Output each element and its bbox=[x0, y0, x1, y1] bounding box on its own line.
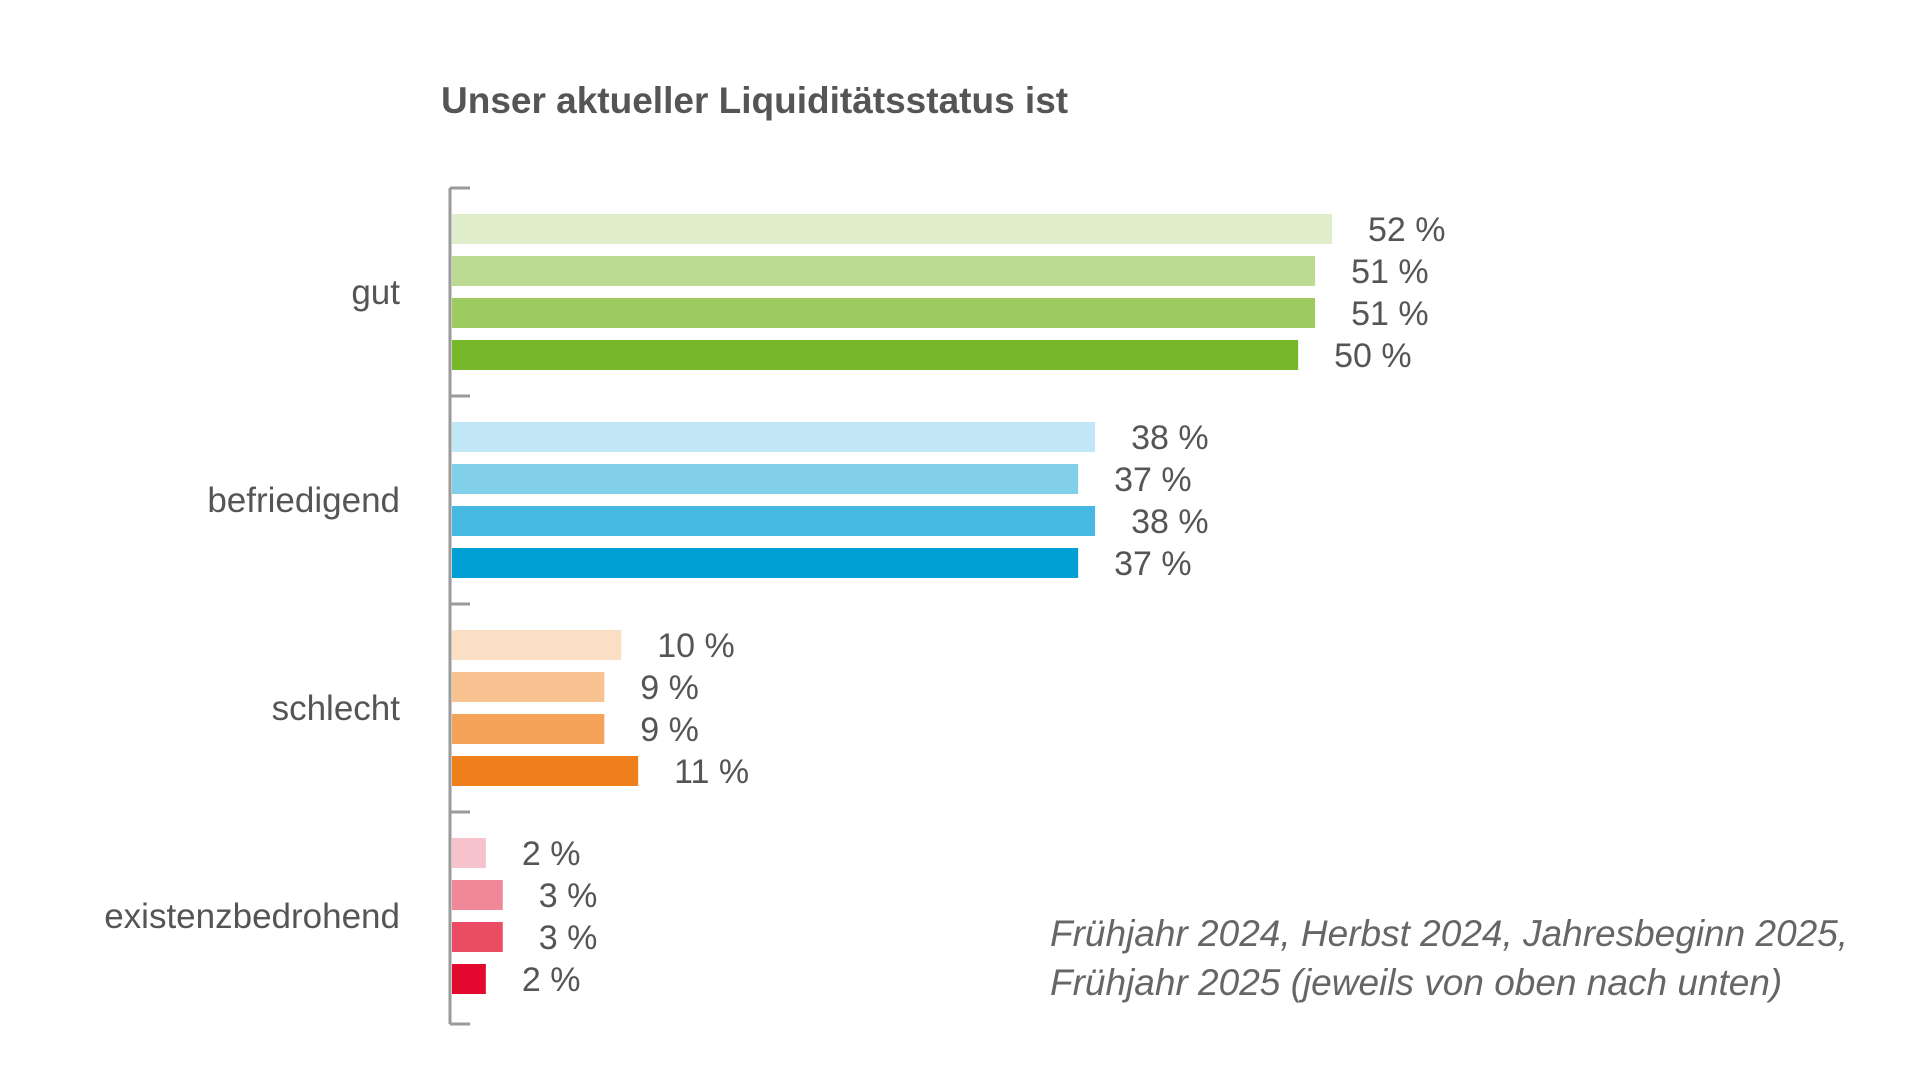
value-label: 38 % bbox=[1131, 503, 1209, 541]
bar bbox=[452, 922, 503, 952]
value-label: 38 % bbox=[1131, 419, 1209, 457]
value-label: 3 % bbox=[539, 877, 598, 915]
value-label: 51 % bbox=[1351, 295, 1429, 333]
category-label: gut bbox=[351, 273, 400, 312]
value-label: 2 % bbox=[522, 835, 581, 873]
bar bbox=[452, 714, 605, 744]
category-labels: gut befriedigend schlecht existenzbedrohend bbox=[104, 273, 400, 936]
bar bbox=[452, 880, 503, 910]
bar bbox=[452, 298, 1316, 328]
bar bbox=[452, 756, 639, 786]
value-label: 37 % bbox=[1114, 461, 1192, 499]
bar bbox=[452, 464, 1079, 494]
bar bbox=[452, 256, 1316, 286]
value-label: 3 % bbox=[539, 919, 598, 957]
value-label: 10 % bbox=[657, 627, 735, 665]
bar bbox=[452, 672, 605, 702]
value-labels: 52 % 51 % 51 % 50 % 38 % 37 % 38 % 37 % 10 % 9 % 9… bbox=[522, 211, 1446, 999]
bar bbox=[452, 214, 1332, 244]
bar bbox=[452, 964, 486, 994]
note-line-2: Frühjahr 2025 (jeweils von oben nach unt… bbox=[1050, 962, 1782, 1003]
value-label: 9 % bbox=[640, 711, 699, 749]
category-label: befriedigend bbox=[207, 481, 400, 520]
value-label: 50 % bbox=[1334, 337, 1412, 375]
value-label: 51 % bbox=[1351, 253, 1429, 291]
bar bbox=[452, 422, 1096, 452]
bar bbox=[452, 548, 1079, 578]
chart-title: Unser aktueller Liquiditätsstatus ist bbox=[441, 80, 1068, 121]
value-label: 11 % bbox=[674, 753, 749, 791]
value-label: 9 % bbox=[640, 669, 699, 707]
value-label: 52 % bbox=[1368, 211, 1446, 249]
value-label: 2 % bbox=[522, 961, 581, 999]
bar bbox=[452, 340, 1299, 370]
note-line-1: Frühjahr 2024, Herbst 2024, Jahresbeginn… bbox=[1050, 913, 1848, 954]
bars bbox=[452, 214, 1332, 994]
bar bbox=[452, 838, 486, 868]
value-label: 37 % bbox=[1114, 545, 1192, 583]
category-axis bbox=[448, 186, 470, 1026]
bar bbox=[452, 630, 622, 660]
bar bbox=[452, 506, 1096, 536]
category-label: existenzbedrohend bbox=[104, 897, 400, 936]
category-label: schlecht bbox=[272, 689, 401, 728]
